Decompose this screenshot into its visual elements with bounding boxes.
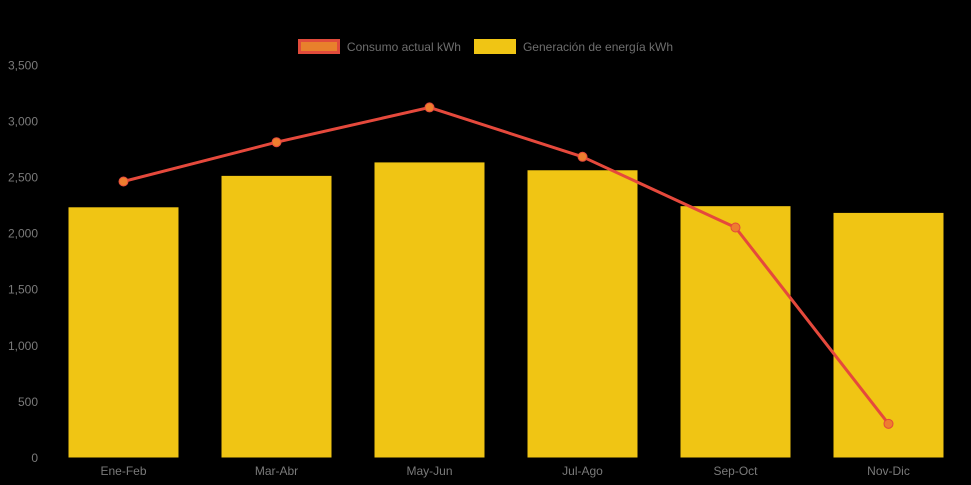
bar-may-jun	[374, 162, 485, 458]
legend-label: Consumo actual kWh	[346, 39, 461, 54]
legend-item-generacion[interactable]: Generación de energía kWh	[473, 39, 674, 54]
bar-sep-oct	[680, 206, 791, 458]
x-tick-label: Sep-Oct	[713, 464, 758, 478]
line-series-swatch-icon	[297, 39, 340, 54]
y-tick-label: 3,500	[8, 58, 38, 72]
legend-label: Generación de energía kWh	[522, 39, 674, 54]
bar-ene-feb	[68, 207, 179, 458]
legend-item-consumo[interactable]: Consumo actual kWh	[297, 39, 461, 54]
x-tick-label: Ene-Feb	[100, 464, 146, 478]
y-tick-label: 3,000	[8, 114, 38, 128]
line-point-nov-dic	[883, 418, 894, 429]
y-tick-label: 1,500	[8, 283, 38, 297]
x-tick-label: Jul-Ago	[562, 464, 603, 478]
y-tick-label: 1,000	[8, 339, 38, 353]
bar-nov-dic	[833, 212, 944, 458]
bar-series-swatch-icon	[473, 39, 516, 54]
x-tick-label: May-Jun	[406, 464, 452, 478]
line-point-jul-ago	[577, 151, 588, 162]
line-point-may-jun	[424, 102, 435, 113]
y-tick-label: 500	[18, 395, 38, 409]
y-tick-label: 2,000	[8, 227, 38, 241]
x-tick-label: Nov-Dic	[867, 464, 910, 478]
line-point-mar-abr	[271, 137, 282, 148]
line-point-ene-feb	[118, 176, 129, 187]
x-tick-label: Mar-Abr	[255, 464, 298, 478]
bar-jul-ago	[527, 170, 638, 458]
y-tick-label: 2,500	[8, 171, 38, 185]
line-point-sep-oct	[730, 222, 741, 233]
consumo-line	[122, 105, 890, 426]
legend: Consumo actual kWh Generación de energía …	[0, 39, 971, 54]
bar-mar-abr	[221, 175, 332, 458]
y-tick-label: 0	[31, 451, 38, 465]
